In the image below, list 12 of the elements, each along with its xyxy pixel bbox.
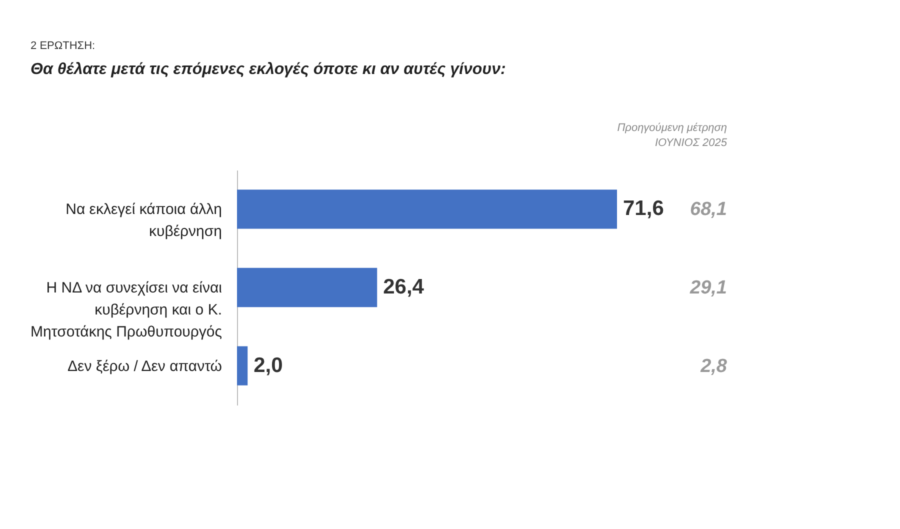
y-tick-label: Να εκλεγεί κάποια άλλη κυβέρνηση [66,201,222,240]
y-tick-label: Δεν ξέρω / Δεν απαντώ [68,358,222,375]
text: 29,1 [689,278,727,298]
data-label: 2,0 [254,354,283,377]
chart-subtitle: Θα θέλατε μετά τις επόμενες εκλογές όποτε κι αν αυτές γίνουν: [30,61,506,78]
text: 2,8 [700,356,728,377]
text: Προηγούμενη μέτρηση ΙΟΥΝΙΟΣ 2025 [617,122,728,149]
data-label: 26,4 [383,276,424,298]
text: 2 ΕΡΩΤΗΣΗ: [30,40,96,52]
data-label: 71,6 [623,197,664,220]
y-tick-label: Η ΝΔ να συνεχίσει να είναι κυβέρνηση και ο Κ. Μητσοτάκης Πρωθυπουργός [30,280,222,340]
text: 68,1 [690,199,727,220]
